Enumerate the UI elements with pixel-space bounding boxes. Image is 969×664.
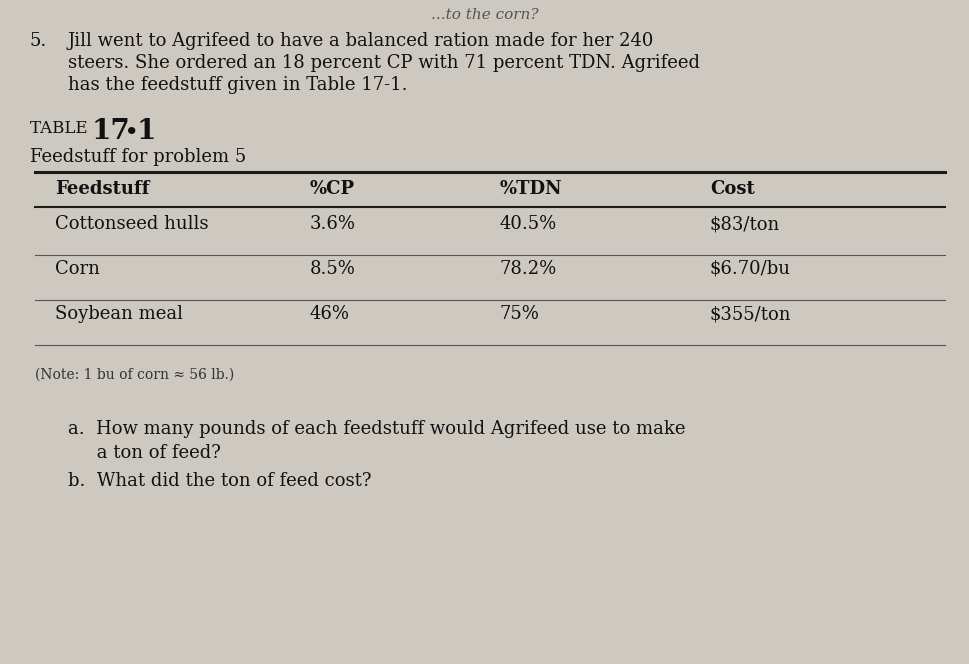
Text: 40.5%: 40.5% bbox=[499, 215, 556, 233]
Text: $6.70/bu: $6.70/bu bbox=[709, 260, 790, 278]
Text: TABLE: TABLE bbox=[30, 120, 93, 137]
Text: Cottonseed hulls: Cottonseed hulls bbox=[55, 215, 208, 233]
Text: $355/ton: $355/ton bbox=[709, 305, 791, 323]
Text: 5.: 5. bbox=[30, 32, 47, 50]
Text: b.  What did the ton of feed cost?: b. What did the ton of feed cost? bbox=[68, 472, 371, 490]
Text: 17: 17 bbox=[92, 118, 131, 145]
Text: 78.2%: 78.2% bbox=[499, 260, 556, 278]
Text: Corn: Corn bbox=[55, 260, 100, 278]
Text: %TDN: %TDN bbox=[499, 180, 562, 198]
Text: ...to the corn?: ...to the corn? bbox=[431, 8, 538, 22]
Text: a ton of feed?: a ton of feed? bbox=[68, 444, 221, 462]
Text: Soybean meal: Soybean meal bbox=[55, 305, 183, 323]
Text: 8.5%: 8.5% bbox=[310, 260, 356, 278]
Text: •: • bbox=[125, 122, 139, 142]
Text: Cost: Cost bbox=[709, 180, 754, 198]
Text: has the feedstuff given in Table 17-1.: has the feedstuff given in Table 17-1. bbox=[68, 76, 407, 94]
Text: 75%: 75% bbox=[499, 305, 540, 323]
Text: Feedstuff: Feedstuff bbox=[55, 180, 149, 198]
Text: steers. She ordered an 18 percent CP with 71 percent TDN. Agrifeed: steers. She ordered an 18 percent CP wit… bbox=[68, 54, 700, 72]
Text: Jill went to Agrifeed to have a balanced ration made for her 240: Jill went to Agrifeed to have a balanced… bbox=[68, 32, 654, 50]
Text: %CP: %CP bbox=[310, 180, 355, 198]
Text: 1: 1 bbox=[137, 118, 156, 145]
Text: $83/ton: $83/ton bbox=[709, 215, 779, 233]
Text: a.  How many pounds of each feedstuff would Agrifeed use to make: a. How many pounds of each feedstuff wou… bbox=[68, 420, 685, 438]
Text: 46%: 46% bbox=[310, 305, 350, 323]
Text: Feedstuff for problem 5: Feedstuff for problem 5 bbox=[30, 148, 246, 166]
Text: (Note: 1 bu of corn ≈ 56 lb.): (Note: 1 bu of corn ≈ 56 lb.) bbox=[35, 368, 234, 382]
Text: 3.6%: 3.6% bbox=[310, 215, 356, 233]
